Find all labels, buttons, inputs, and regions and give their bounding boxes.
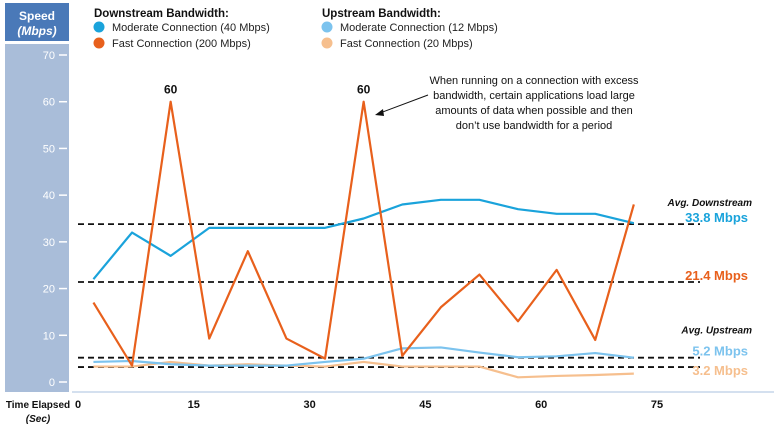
legend-marker [93, 21, 105, 33]
x-tick-label: 60 [535, 399, 547, 411]
y-axis-label: Speed [19, 9, 55, 23]
peak-label: 60 [164, 83, 178, 97]
y-tick-label: 30 [43, 237, 55, 249]
y-tick-label: 10 [43, 330, 55, 342]
y-tick-label: 0 [49, 377, 55, 389]
x-tick-label: 75 [651, 399, 663, 411]
legend-upstream-title: Upstream Bandwidth: [322, 8, 441, 20]
series-line [93, 346, 634, 367]
y-tick-label: 50 [43, 143, 55, 155]
legend-marker [321, 37, 333, 49]
average-label: 3.2 Mbps [692, 363, 748, 378]
y-axis-unit: (Mbps) [17, 24, 56, 38]
annotation-line: When running on a connection with excess [429, 75, 639, 87]
y-axis-header [5, 3, 69, 41]
y-tick-label: 60 [43, 97, 55, 109]
average-label: 5.2 Mbps [692, 344, 748, 359]
series-line [92, 198, 635, 280]
legend-marker [321, 21, 333, 33]
average-label: 21.4 Mbps [685, 268, 748, 283]
legend-label: Moderate Connection (12 Mbps) [340, 22, 498, 34]
series-line [93, 360, 634, 379]
average-heading: Avg. Upstream [680, 326, 752, 337]
annotation-line: amounts of data when possible and then [435, 105, 633, 117]
x-tick-label: 0 [75, 399, 81, 411]
legend-label: Fast Connection (200 Mbps) [112, 38, 251, 50]
x-axis-unit: (Sec) [26, 414, 51, 425]
annotation-arrow [379, 94, 429, 114]
legend-marker [93, 37, 105, 49]
annotation-line: don’t use bandwidth for a period [456, 120, 613, 132]
y-axis-panel [5, 44, 69, 392]
annotation-arrowhead [375, 109, 384, 116]
legend-label: Moderate Connection (40 Mbps) [112, 22, 270, 34]
x-axis-label: Time Elapsed [6, 400, 70, 411]
y-tick-label: 40 [43, 190, 55, 202]
y-tick-label: 70 [43, 50, 55, 62]
average-label: 33.8 Mbps [685, 210, 748, 225]
average-heading: Avg. Downstream [667, 198, 753, 209]
peak-label: 60 [357, 83, 371, 97]
legend-label: Fast Connection (20 Mbps) [340, 38, 473, 50]
series-line [92, 100, 635, 367]
x-tick-label: 45 [419, 399, 431, 411]
x-tick-label: 30 [303, 399, 315, 411]
legend-downstream-title: Downstream Bandwidth: [94, 8, 229, 20]
y-tick-label: 20 [43, 284, 55, 296]
annotation-line: bandwidth, certain applications load lar… [433, 90, 635, 102]
x-tick-label: 15 [188, 399, 200, 411]
